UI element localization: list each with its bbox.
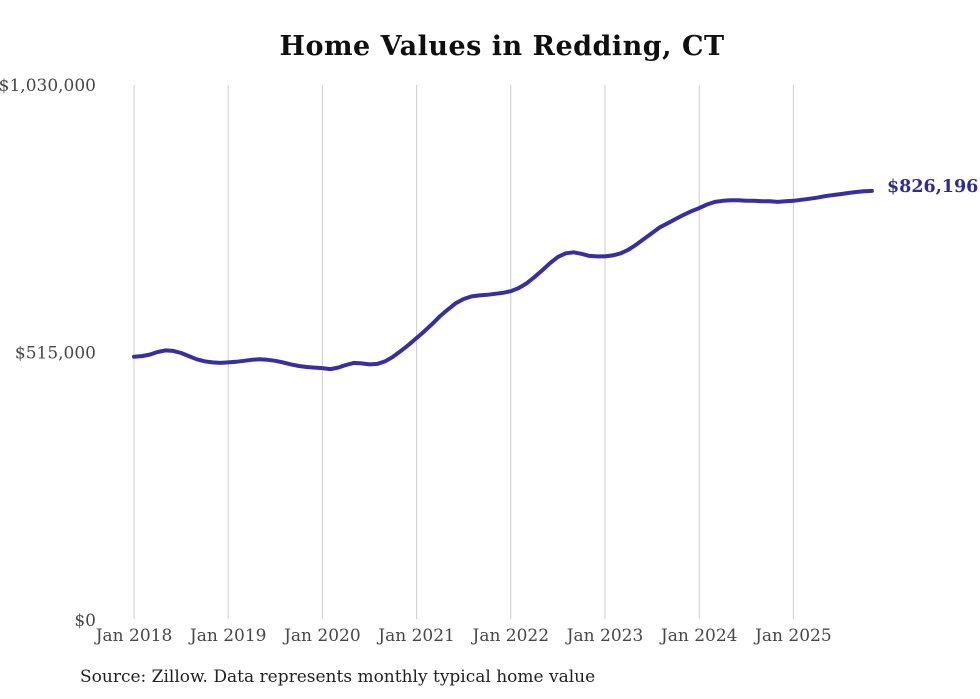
x-axis-label: Jan 2024 <box>659 626 738 646</box>
home-values-line-chart: Jan 2018 Jan 2019 Jan 2020 Jan 2021 Jan 2022… <box>0 76 874 646</box>
latest-value-label: $826,196 <box>887 177 979 197</box>
x-axis-label: Jan 2020 <box>282 626 361 646</box>
source-note: Source: Zillow. Data represents monthly … <box>80 667 596 687</box>
home-value-line-series <box>132 188 874 372</box>
x-axis-label: Jan 2019 <box>188 626 267 646</box>
y-axis-label: $515,000 <box>15 344 96 364</box>
x-axis-label: Jan 2023 <box>565 626 644 646</box>
x-axis-label: Jan 2022 <box>471 626 550 646</box>
x-axis-label: Jan 2021 <box>376 626 455 646</box>
x-axis-label: Jan 2025 <box>753 626 832 646</box>
chart-title: Home Values in Redding, CT <box>279 31 725 62</box>
y-axis-label: $0 <box>74 611 96 631</box>
x-axis-label: Jan 2018 <box>94 626 173 646</box>
y-axis-label: $1,030,000 <box>0 76 96 96</box>
